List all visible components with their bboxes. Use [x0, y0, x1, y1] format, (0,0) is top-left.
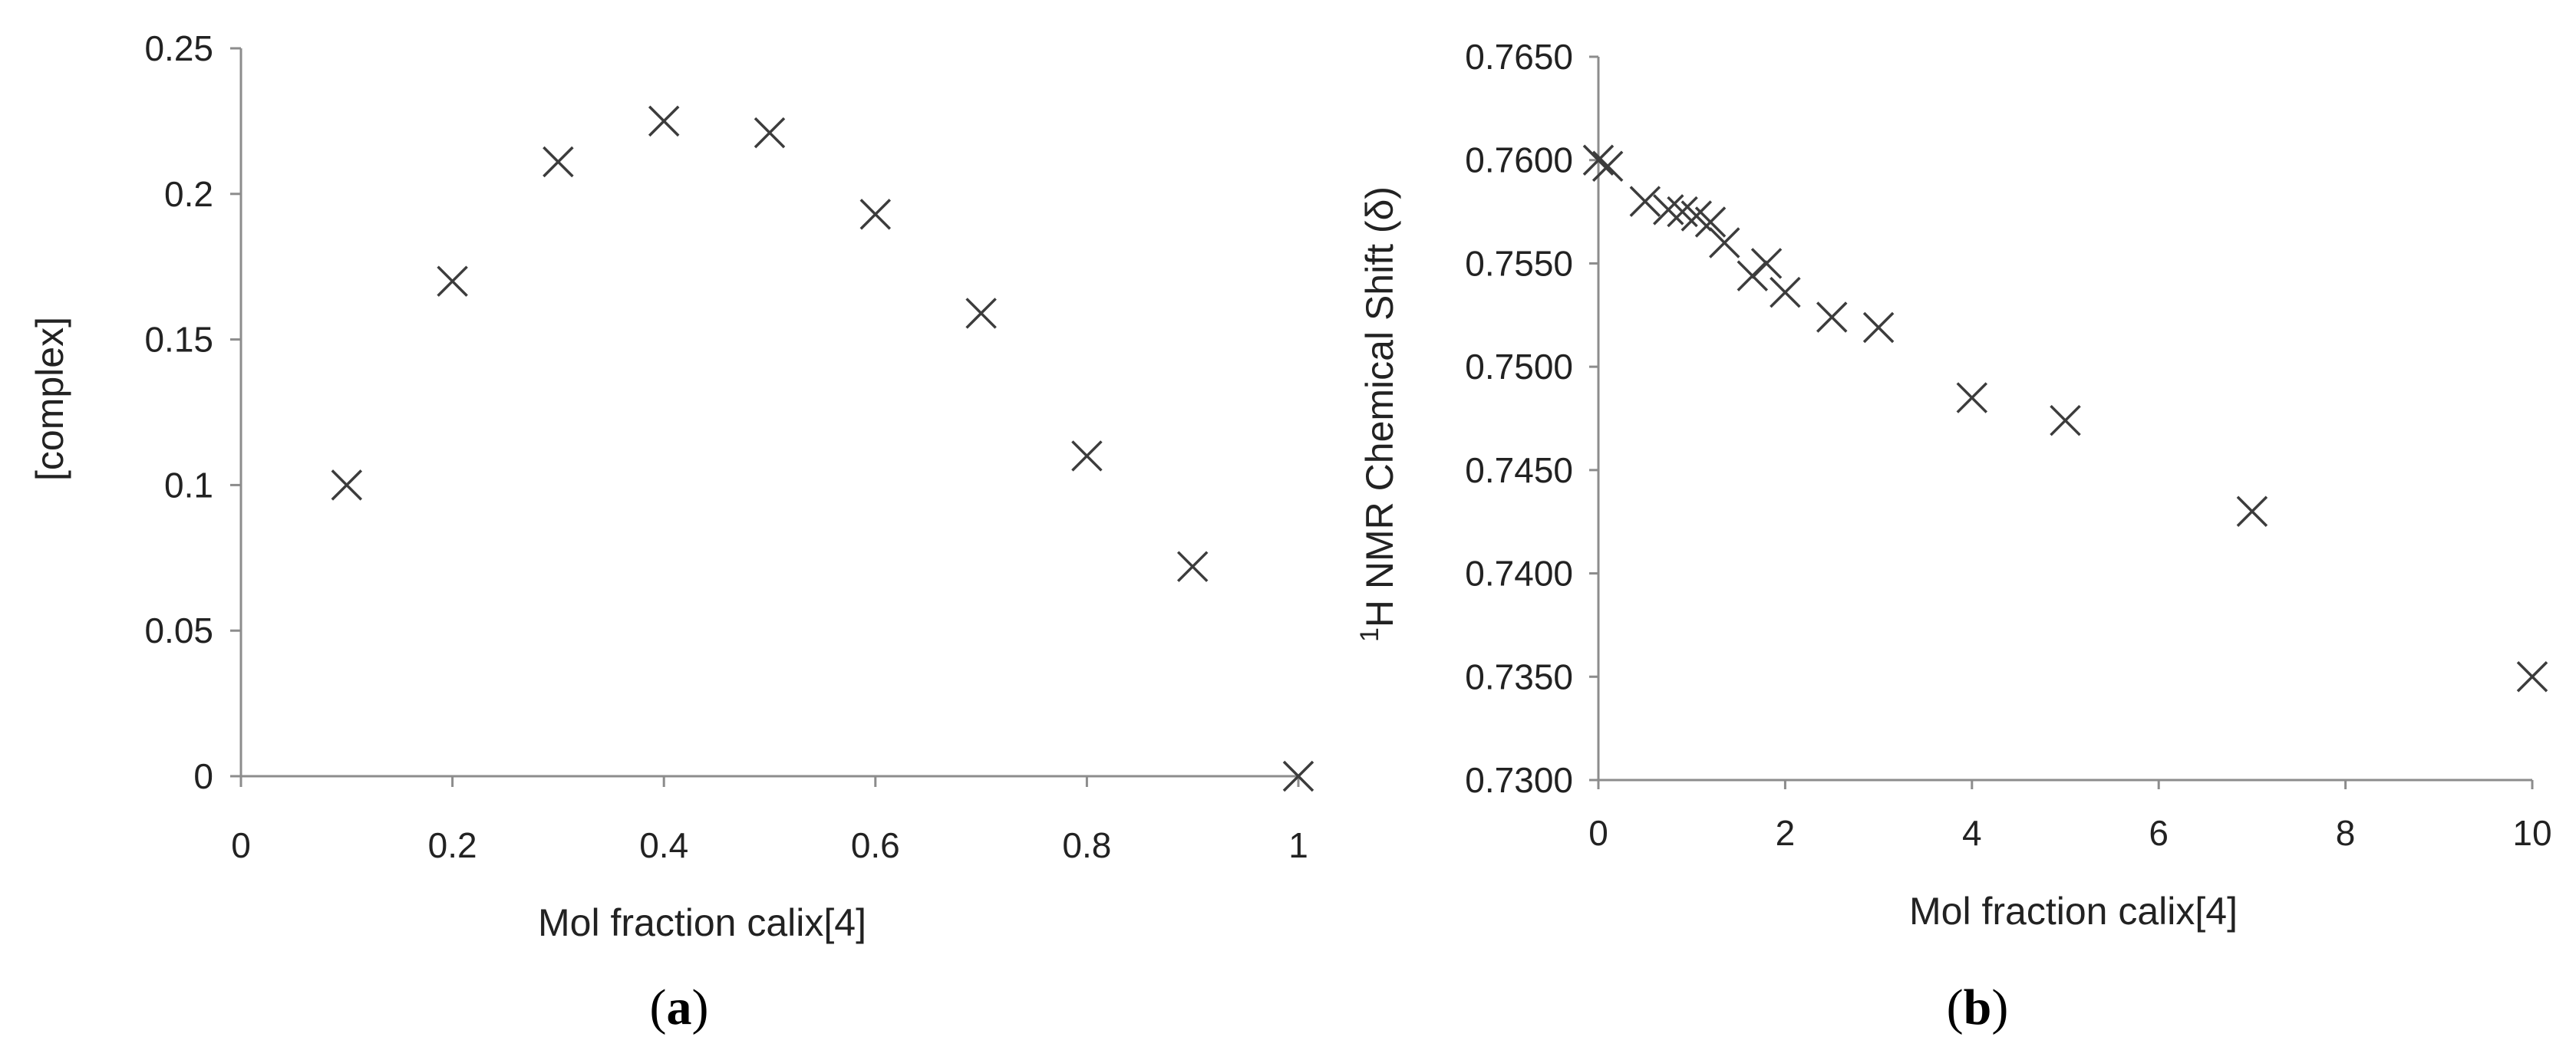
chart-b-y-tick-label: 0.7350 — [1465, 657, 1573, 696]
chart-a-data-point — [331, 469, 363, 501]
chart-a-data-point — [754, 117, 786, 149]
chart-b-data-points — [1582, 144, 2548, 693]
chart-b-y-tick-label: 0.7600 — [1465, 140, 1573, 180]
chart-b-x-tick-labels: 0 2 4 6 8 10 — [1588, 813, 2551, 853]
chart-a-data-points — [331, 105, 1314, 792]
chart-b-y-axis-title-text: H NMR Chemical Shift (δ) — [1358, 186, 1401, 627]
chart-a-y-tick-label: 0.1 — [164, 465, 213, 505]
chart-b-y-tick-label: 0.7450 — [1465, 450, 1573, 490]
chart-b-data-point — [1956, 382, 1988, 413]
chart-a-data-point — [1071, 440, 1103, 472]
chart-a-panel-label-open: ( — [650, 979, 667, 1035]
chart-a-x-tick-labels: 0 0.2 0.4 0.6 0.8 1 — [231, 825, 1308, 865]
chart-b-data-point — [2516, 661, 2548, 693]
chart-b-x-tick-label: 4 — [1962, 813, 1982, 853]
chart-a-y-tick-label: 0.05 — [144, 611, 213, 650]
chart-b-panel-label-letter: b — [1964, 979, 1992, 1035]
chart-b-data-point — [1862, 311, 1895, 344]
chart-a-data-point — [437, 265, 468, 297]
chart-a-x-tick-label: 1 — [1288, 825, 1308, 865]
chart-b-data-point — [1694, 206, 1727, 238]
chart-b-data-point — [1591, 150, 1624, 183]
chart-b-y-tick-label: 0.7550 — [1465, 243, 1573, 283]
chart-b-data-point — [1770, 276, 1801, 308]
chart-b-data-point — [1750, 248, 1783, 279]
chart-a-complex-vs-mol-fraction: 0 0.05 0.1 0.15 0.2 0.25 0 0.2 0.4 0.6 0.8 1 Mol f… — [28, 28, 1314, 1035]
chart-b-data-point — [1582, 144, 1615, 176]
chart-a-y-axis-title: [complex] — [28, 317, 71, 481]
chart-b-x-tick-label: 6 — [2149, 813, 2169, 853]
chart-b-nmr-shift-vs-mol-fraction: 0.7300 0.7350 0.7400 0.7450 0.7500 0.7550 0.76… — [1355, 37, 2552, 1035]
chart-b-y-tick-label: 0.7300 — [1465, 760, 1573, 800]
chart-a-x-tick-label: 0 — [231, 825, 251, 865]
chart-a-y-tick-label: 0.15 — [144, 320, 213, 360]
chart-b-panel-label-open: ( — [1947, 979, 1964, 1035]
chart-b-x-tick-label: 2 — [1776, 813, 1796, 853]
chart-a-data-point — [965, 298, 997, 329]
chart-a-axes — [230, 47, 1300, 787]
chart-b-y-tick-label: 0.7650 — [1465, 37, 1573, 77]
chart-b-data-point — [1709, 227, 1740, 258]
chart-a-panel-label-close: ) — [692, 979, 709, 1035]
chart-b-axes — [1589, 55, 2534, 789]
chart-a-y-tick-label: 0.2 — [164, 174, 213, 214]
chart-b-y-axis-title-superscript: 1 — [1355, 627, 1384, 642]
chart-b-x-axis-title: Mol fraction calix[4] — [1909, 890, 2238, 933]
chart-b-x-tick-label: 10 — [2512, 813, 2551, 853]
chart-b-x-tick-label: 8 — [2336, 813, 2356, 853]
chart-a-y-tick-label: 0.25 — [144, 28, 213, 68]
chart-a-data-point — [1282, 760, 1314, 792]
chart-b-y-tick-label: 0.7400 — [1465, 554, 1573, 594]
chart-a-data-point — [543, 146, 574, 178]
chart-b-y-tick-label: 0.7500 — [1465, 347, 1573, 387]
chart-a-x-tick-label: 0.8 — [1062, 825, 1111, 865]
chart-a-panel-label: (a) — [650, 979, 709, 1035]
chart-a-x-tick-label: 0.6 — [851, 825, 900, 865]
chart-a-x-axis-title: Mol fraction calix[4] — [538, 901, 866, 944]
chart-a-data-point — [1176, 551, 1209, 582]
chart-b-data-point — [1816, 301, 1848, 333]
chart-a-data-point — [859, 199, 892, 230]
chart-b-x-tick-label: 0 — [1588, 813, 1608, 853]
chart-b-data-point — [1653, 194, 1684, 225]
chart-a-data-point — [648, 105, 680, 137]
chart-b-y-axis-title: 1H NMR Chemical Shift (δ) — [1355, 186, 1401, 642]
chart-a-y-tick-labels: 0 0.05 0.1 0.15 0.2 0.25 — [144, 28, 213, 796]
chart-b-y-tick-labels: 0.7300 0.7350 0.7400 0.7450 0.7500 0.7550 0.76… — [1465, 37, 1573, 800]
chart-b-panel-label-close: ) — [1991, 979, 2008, 1035]
chart-a-x-tick-label: 0.2 — [428, 825, 477, 865]
chart-a-panel-label-letter: a — [667, 979, 692, 1035]
chart-b-data-point — [2236, 495, 2268, 527]
chart-b-data-point — [1629, 186, 1661, 217]
chart-b-panel-label: (b) — [1947, 979, 2009, 1035]
chart-a-y-tick-label: 0 — [193, 756, 213, 796]
chart-a-x-tick-label: 0.4 — [639, 825, 688, 865]
chart-b-data-point — [2050, 404, 2081, 436]
